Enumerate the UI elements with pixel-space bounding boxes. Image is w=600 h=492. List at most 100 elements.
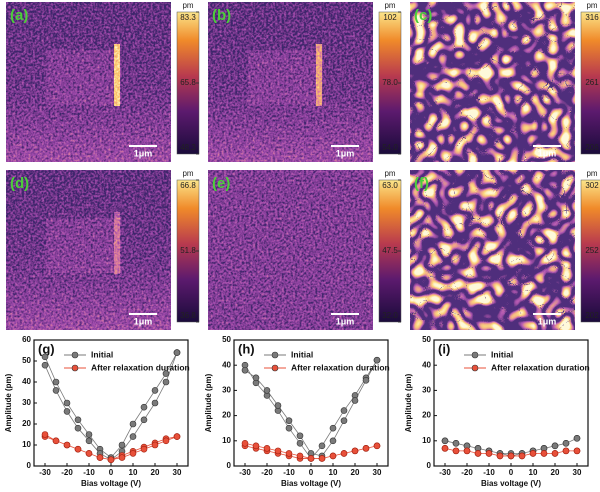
x-tick-label: 20 (551, 468, 560, 477)
data-point (518, 452, 526, 460)
colorbar-tick-label: 252 (585, 246, 599, 255)
y-tick-label: 60 (22, 335, 31, 344)
colorbar-tick-label: 36.8 (180, 311, 196, 320)
y-tick-label: 0 (427, 461, 432, 470)
scale-bar-label: 1μm (134, 316, 153, 326)
data-point (351, 447, 359, 455)
x-tick-label: 0 (309, 468, 314, 477)
x-tick-label: 30 (373, 468, 382, 477)
colorbar-tick-label: 206 (585, 143, 599, 152)
colorbar-tick-label: 65.8 (180, 78, 196, 87)
x-tick-label: -30 (39, 468, 51, 477)
legend-marker (71, 351, 79, 359)
map-base (410, 170, 575, 330)
x-tick-label: 30 (173, 468, 182, 477)
map-domain-edge (114, 44, 120, 106)
data-point (274, 447, 282, 455)
data-point (474, 450, 482, 457)
map-image (410, 2, 575, 162)
data-point (285, 424, 293, 432)
x-tick-label: -20 (261, 468, 273, 477)
scale-bar-label: 1μm (134, 148, 153, 158)
colorbar-unit: pm (586, 1, 597, 10)
data-point (463, 447, 471, 455)
map-label: (b) (212, 7, 231, 24)
y-tick-label: 10 (222, 436, 231, 445)
data-point (107, 456, 115, 464)
data-point (573, 434, 581, 442)
colorbar-tick-label: 54.0 (382, 143, 398, 152)
data-point (85, 450, 93, 457)
data-point (52, 378, 60, 386)
data-point (263, 445, 271, 452)
colorbar-tick-label: 47.5 (382, 246, 398, 255)
data-point (441, 437, 449, 445)
y-axis-title: Amplitude (pm) (204, 373, 213, 432)
colorbar (580, 11, 600, 155)
map-label: (e) (212, 175, 230, 192)
x-tick-label: -20 (61, 468, 73, 477)
data-point (129, 433, 137, 440)
data-point (551, 450, 559, 457)
y-tick-label: 30 (222, 386, 231, 395)
data-point (573, 447, 581, 455)
data-point (562, 440, 570, 447)
data-point (529, 450, 537, 457)
legend-label: Initial (91, 349, 113, 359)
data-point (74, 424, 82, 432)
map-base (410, 2, 575, 162)
legend-marker (471, 351, 479, 359)
y-axis-title: Amplitude (pm) (4, 373, 13, 432)
colorbar-unit: pm (182, 169, 193, 178)
data-point (340, 407, 348, 414)
legend-label: After relaxation duration (91, 362, 190, 372)
x-tick-label: -20 (461, 468, 473, 477)
x-tick-label: -10 (83, 468, 95, 477)
data-point (318, 455, 326, 462)
legend-marker (471, 364, 479, 372)
data-point (296, 452, 304, 460)
map-domain-edge (316, 44, 322, 106)
data-point (241, 440, 249, 447)
colorbar-tick-label: 83.3 (180, 13, 196, 22)
data-point (485, 450, 493, 457)
data-point (252, 374, 260, 382)
colorbar-tick-label: 32.0 (382, 311, 398, 320)
colorbar-tick-label: 302 (585, 181, 599, 190)
x-tick-label: 0 (509, 468, 514, 477)
data-point (263, 387, 271, 394)
y-tick-label: 20 (422, 411, 431, 420)
data-point (307, 455, 315, 462)
data-point (140, 445, 148, 453)
y-tick-label: 20 (222, 411, 231, 420)
panel-label: (h) (238, 341, 255, 356)
x-tick-label: 30 (573, 468, 582, 477)
data-point (318, 442, 326, 450)
x-axis-title: Bias voltage (V) (481, 479, 541, 488)
x-tick-label: 10 (529, 468, 538, 477)
legend-label: After relaxation duration (491, 362, 590, 372)
colorbar-tick-label: 316 (585, 13, 599, 22)
data-point (452, 447, 460, 455)
data-point (562, 447, 570, 455)
colorbar-tick-label: 51.8 (180, 246, 196, 255)
data-point (74, 445, 82, 453)
map-label: (f) (414, 175, 429, 192)
y-tick-label: 50 (22, 356, 31, 365)
x-axis-title: Bias voltage (V) (281, 479, 341, 488)
colorbar-unit: pm (586, 169, 597, 178)
colorbar-tick-label: 48.3 (180, 143, 196, 152)
data-point (129, 420, 137, 428)
x-tick-label: 20 (151, 468, 160, 477)
map-label: (c) (414, 7, 432, 24)
y-tick-label: 40 (422, 360, 431, 369)
colorbar-tick-label: 102 (383, 13, 397, 22)
data-point (52, 437, 60, 445)
data-point (373, 356, 381, 364)
data-point (63, 441, 71, 449)
map-label: (a) (10, 7, 28, 24)
data-point (329, 437, 337, 445)
data-point (285, 450, 293, 457)
